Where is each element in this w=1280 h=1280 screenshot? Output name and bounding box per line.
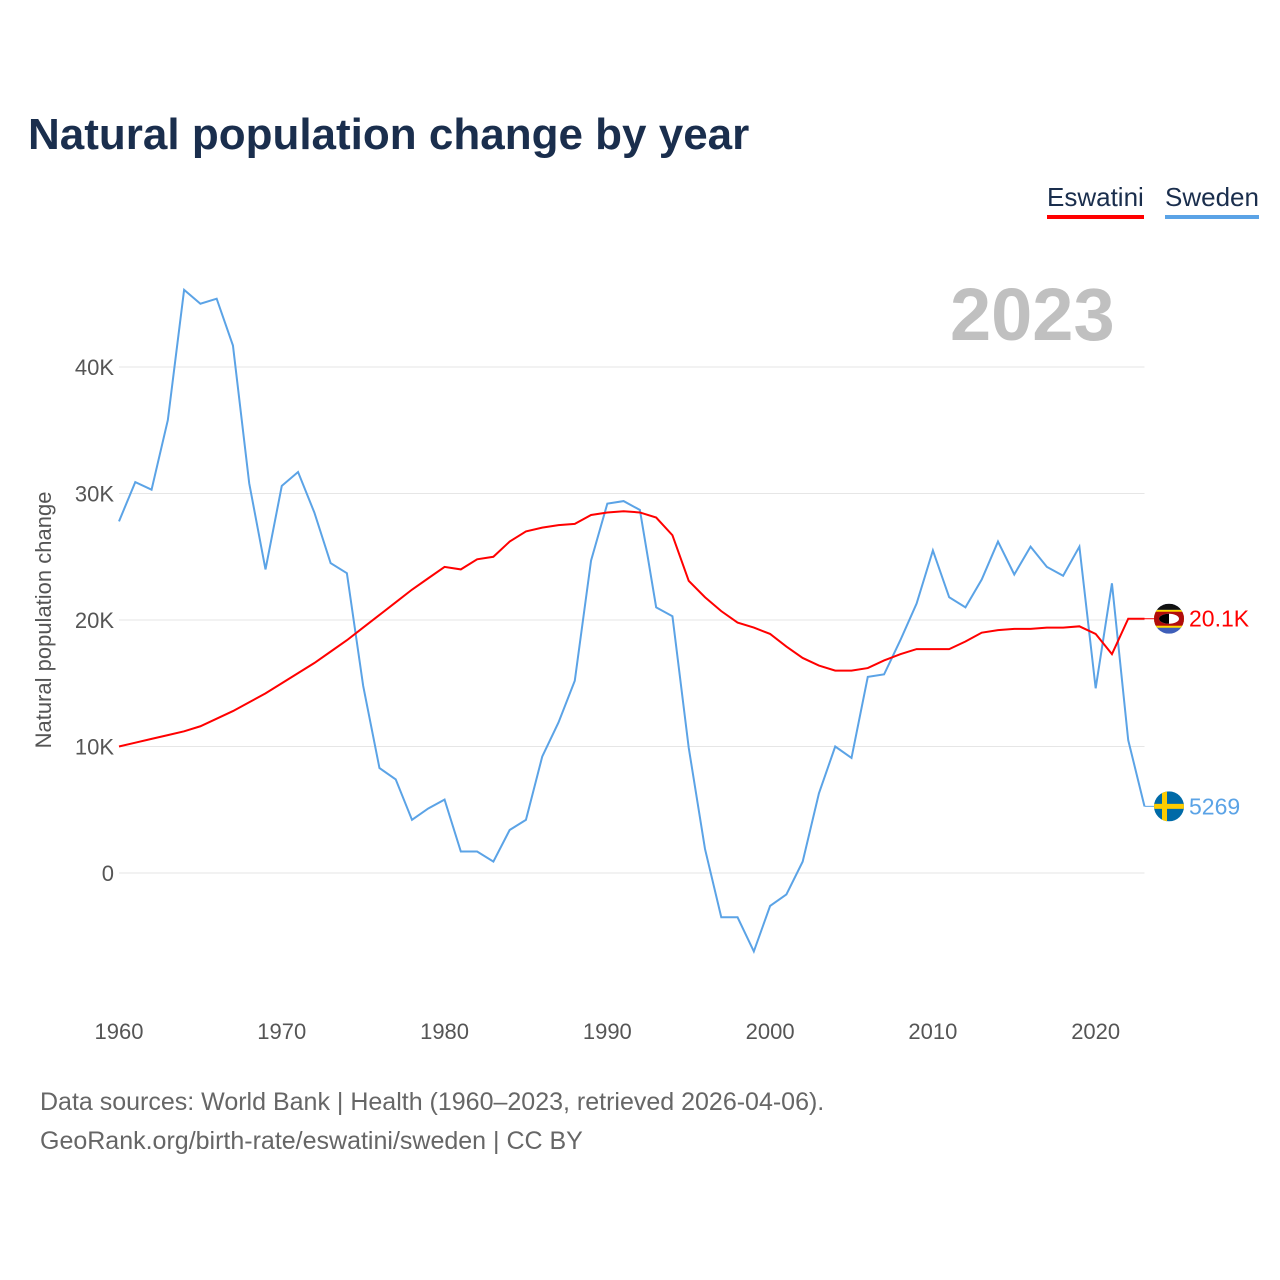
y-tick-label: 10K [75,735,114,760]
sweden-flag-icon [1154,791,1184,822]
flag-shield-dark [1159,613,1169,624]
year-label: 2023 [950,273,1115,356]
x-tick-label: 1990 [583,1019,632,1044]
end-value-label: 20.1K [1189,606,1250,632]
footer-attribution[interactable]: GeoRank.org/birth-rate/eswatini/sweden |… [40,1127,583,1155]
y-tick-label: 0 [102,861,114,886]
y-axis-label: Natural population change [31,492,56,749]
legend-sweden[interactable]: Sweden [1165,182,1259,219]
flag-top [1154,603,1184,610]
flag-cross-h [1154,803,1184,809]
end-value-label: 5269 [1189,793,1240,819]
x-tick-label: 1970 [257,1019,306,1044]
flag [1154,603,1184,634]
series-line-sweden [118,287,1146,955]
y-tick-label: 20K [75,608,114,633]
eswatini-flag-icon [1154,603,1184,634]
flag [1154,791,1184,822]
series-line-eswatini [118,510,1145,748]
x-tick-label: 2020 [1071,1019,1120,1044]
x-tick-label: 1980 [420,1019,469,1044]
legend-eswatini[interactable]: Eswatini [1047,182,1144,219]
x-tick-label: 2000 [746,1019,795,1044]
x-tick-label: 2010 [908,1019,957,1044]
chart-title: Natural population change by year [28,110,750,159]
footer-sources: Data sources: World Bank | Health (1960–… [40,1088,825,1116]
y-tick-label: 30K [75,482,114,507]
y-tick-label: 40K [75,355,114,380]
x-tick-label: 1960 [95,1019,144,1044]
